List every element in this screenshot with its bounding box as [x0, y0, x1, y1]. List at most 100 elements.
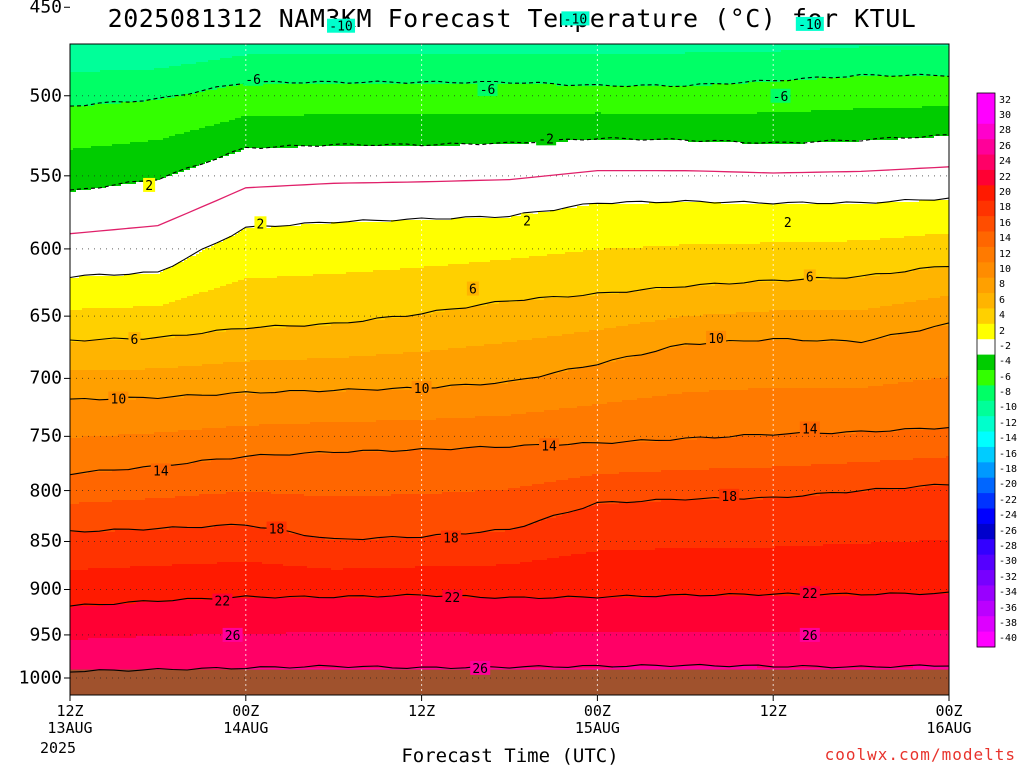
- temperature-band: [97, 104, 101, 147]
- temperature-band: [799, 112, 803, 145]
- temperature-band: [838, 242, 842, 279]
- temperature-band: [409, 220, 413, 269]
- temperature-band: [109, 70, 113, 105]
- temperature-band: [550, 558, 554, 599]
- temperature-band: [763, 436, 767, 469]
- temperature-band: [649, 596, 653, 633]
- temperature-band: [328, 84, 332, 115]
- temperature-band: [655, 140, 659, 203]
- temperature-band: [214, 600, 218, 635]
- temperature-band: [505, 342, 509, 385]
- temperature-band: [331, 274, 335, 325]
- temperature-band: [655, 320, 659, 353]
- temperature-band: [682, 316, 686, 347]
- temperature-band: [397, 596, 401, 633]
- temperature-band: [466, 632, 470, 669]
- temperature-band: [268, 116, 272, 149]
- temperature-band: [97, 472, 101, 503]
- temperature-band: [289, 54, 293, 85]
- temperature-band: [610, 44, 614, 55]
- temperature-band: [724, 244, 728, 285]
- temperature-band: [880, 108, 884, 141]
- temperature-band: [796, 204, 800, 243]
- temperature-band: [439, 266, 443, 313]
- temperature-band: [472, 418, 476, 449]
- temperature-band: [682, 44, 686, 55]
- temperature-band: [628, 472, 632, 503]
- temperature-band: [199, 462, 203, 495]
- temperature-band: [301, 224, 305, 277]
- temperature-band: [874, 340, 878, 387]
- temperature-band: [436, 388, 440, 419]
- temperature-band: [766, 112, 770, 145]
- temperature-band: [895, 274, 899, 305]
- temperature-band: [691, 344, 695, 393]
- temperature-band: [751, 596, 755, 633]
- temperature-band: [580, 406, 584, 445]
- temperature-band: [295, 360, 299, 393]
- temperature-band: [583, 44, 587, 55]
- temperature-band: [445, 418, 449, 451]
- temperature-band: [427, 220, 431, 267]
- temperature-band: [241, 150, 245, 231]
- temperature-band: [496, 634, 500, 669]
- temperature-band: [415, 538, 419, 567]
- temperature-band: [718, 500, 722, 549]
- temperature-band: [307, 326, 311, 359]
- temperature-band: [157, 566, 161, 603]
- temperature-band: [367, 632, 371, 669]
- temperature-band: [859, 632, 863, 669]
- temperature-band: [856, 48, 860, 77]
- temperature-band: [589, 140, 593, 205]
- temperature-band: [142, 306, 146, 341]
- temperature-band: [889, 384, 893, 433]
- temperature-band: [352, 390, 356, 423]
- temperature-band: [496, 218, 500, 261]
- temperature-band: [310, 598, 314, 633]
- temperature-band: [487, 218, 491, 263]
- temperature-band: [517, 216, 521, 259]
- temperature-band: [205, 44, 209, 63]
- temperature-band: [439, 114, 443, 147]
- temperature-band: [517, 300, 521, 341]
- temperature-band: [883, 76, 887, 109]
- temperature-band: [286, 54, 290, 85]
- temperature-band: [712, 314, 716, 345]
- temperature-band: [139, 182, 143, 275]
- temperature-band: [796, 242, 800, 281]
- temperature-band: [124, 70, 128, 103]
- temperature-band: [106, 638, 110, 673]
- temperature-band: [739, 390, 743, 437]
- temperature-band: [874, 204, 878, 241]
- temperature-band: [520, 526, 524, 563]
- temperature-band: [691, 44, 695, 53]
- temperature-band: [433, 266, 437, 313]
- temperature-band: [802, 466, 806, 497]
- temperature-band: [658, 320, 662, 351]
- temperature-band: [343, 496, 347, 541]
- temperature-band: [865, 44, 869, 47]
- temperature-band: [169, 498, 173, 529]
- temperature-band: [298, 44, 302, 55]
- temperature-band: [475, 54, 479, 85]
- temperature-band: [142, 566, 146, 603]
- temperature-band: [391, 632, 395, 669]
- temperature-band: [574, 408, 578, 445]
- temperature-band: [487, 532, 491, 567]
- temperature-band: [196, 634, 200, 671]
- temperature-band: [103, 340, 107, 371]
- temperature-band: [364, 44, 368, 55]
- temperature-band: [730, 204, 734, 245]
- temperature-band: [622, 86, 626, 115]
- temperature-band: [283, 360, 287, 393]
- temperature-band: [898, 44, 902, 47]
- temperature-band: [874, 140, 878, 205]
- temperature-band: [841, 464, 845, 495]
- temperature-band: [295, 326, 299, 361]
- temperature-band: [433, 388, 437, 421]
- temperature-band: [376, 496, 380, 541]
- temperature-band: [94, 44, 98, 73]
- temperature-band: [247, 116, 251, 149]
- temperature-band: [391, 596, 395, 633]
- temperature-band: [94, 146, 98, 189]
